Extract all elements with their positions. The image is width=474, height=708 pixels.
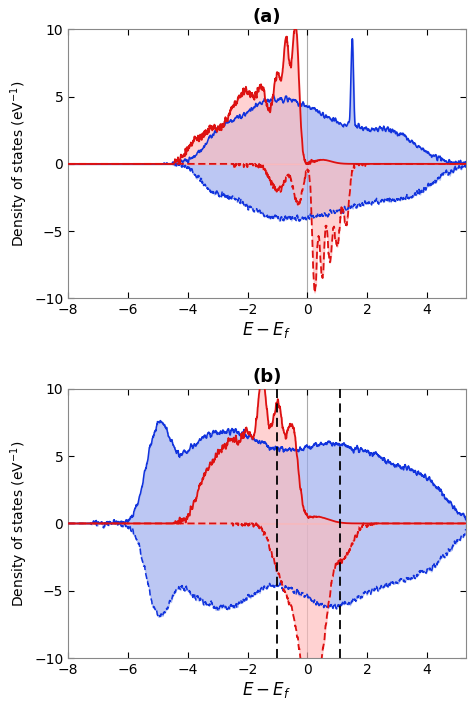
X-axis label: $E-E_f$: $E-E_f$ — [242, 320, 292, 340]
Title: (a): (a) — [253, 8, 281, 26]
Y-axis label: Density of states (eV$^{-1}$): Density of states (eV$^{-1}$) — [9, 440, 30, 607]
Y-axis label: Density of states (eV$^{-1}$): Density of states (eV$^{-1}$) — [9, 81, 30, 247]
X-axis label: $E-E_f$: $E-E_f$ — [242, 680, 292, 700]
Title: (b): (b) — [252, 368, 282, 386]
